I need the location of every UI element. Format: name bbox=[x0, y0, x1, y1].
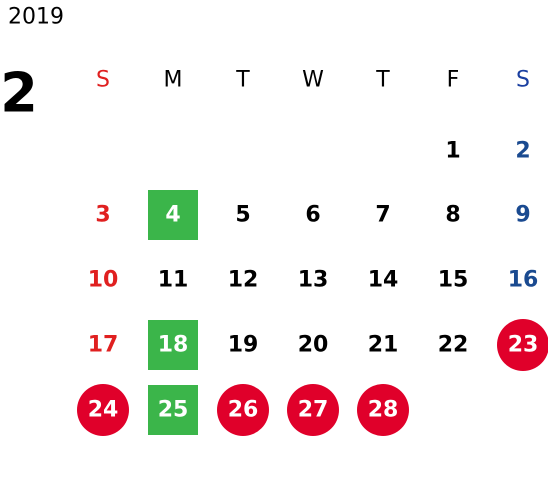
day-number: 1 bbox=[445, 139, 460, 164]
weekday-label: T bbox=[375, 68, 390, 93]
day-highlight bbox=[148, 320, 198, 370]
month: 2 bbox=[0, 62, 38, 125]
weekday-label: M bbox=[164, 68, 183, 93]
day-number: 21 bbox=[368, 333, 399, 358]
day-number: 15 bbox=[438, 268, 469, 293]
weekday-label: S bbox=[516, 68, 530, 93]
day-highlight bbox=[148, 385, 198, 435]
day-number: 4 bbox=[165, 203, 180, 228]
day-number: 12 bbox=[228, 268, 259, 293]
day-number: 5 bbox=[235, 203, 250, 228]
day-number: 19 bbox=[228, 333, 259, 358]
day-number: 22 bbox=[438, 333, 469, 358]
weekday-label: F bbox=[447, 68, 460, 93]
year: 2019 bbox=[8, 5, 64, 30]
day-number: 25 bbox=[158, 398, 189, 423]
day-number: 2 bbox=[515, 139, 530, 164]
day-number: 14 bbox=[368, 268, 399, 293]
day-number: 3 bbox=[95, 203, 110, 228]
day-highlight bbox=[357, 384, 409, 436]
day-number: 28 bbox=[368, 398, 399, 423]
day-number: 8 bbox=[445, 203, 460, 228]
day-number: 9 bbox=[515, 203, 530, 228]
day-number: 23 bbox=[508, 333, 539, 358]
day-number: 27 bbox=[298, 398, 329, 423]
day-highlight bbox=[77, 384, 129, 436]
day-number: 6 bbox=[305, 203, 320, 228]
weekday-label: S bbox=[96, 68, 110, 93]
weekday-label: W bbox=[302, 68, 324, 93]
day-highlight bbox=[217, 384, 269, 436]
day-number: 16 bbox=[508, 268, 539, 293]
weekday-label: T bbox=[235, 68, 250, 93]
day-number: 10 bbox=[88, 268, 119, 293]
day-highlight bbox=[497, 319, 548, 371]
day-number: 17 bbox=[88, 333, 119, 358]
day-highlight bbox=[148, 190, 198, 240]
day-number: 18 bbox=[158, 333, 189, 358]
day-number: 7 bbox=[375, 203, 390, 228]
day-number: 13 bbox=[298, 268, 329, 293]
day-number: 11 bbox=[158, 268, 189, 293]
day-highlight bbox=[287, 384, 339, 436]
day-number: 20 bbox=[298, 333, 329, 358]
day-number: 24 bbox=[88, 398, 119, 423]
day-number: 26 bbox=[228, 398, 259, 423]
